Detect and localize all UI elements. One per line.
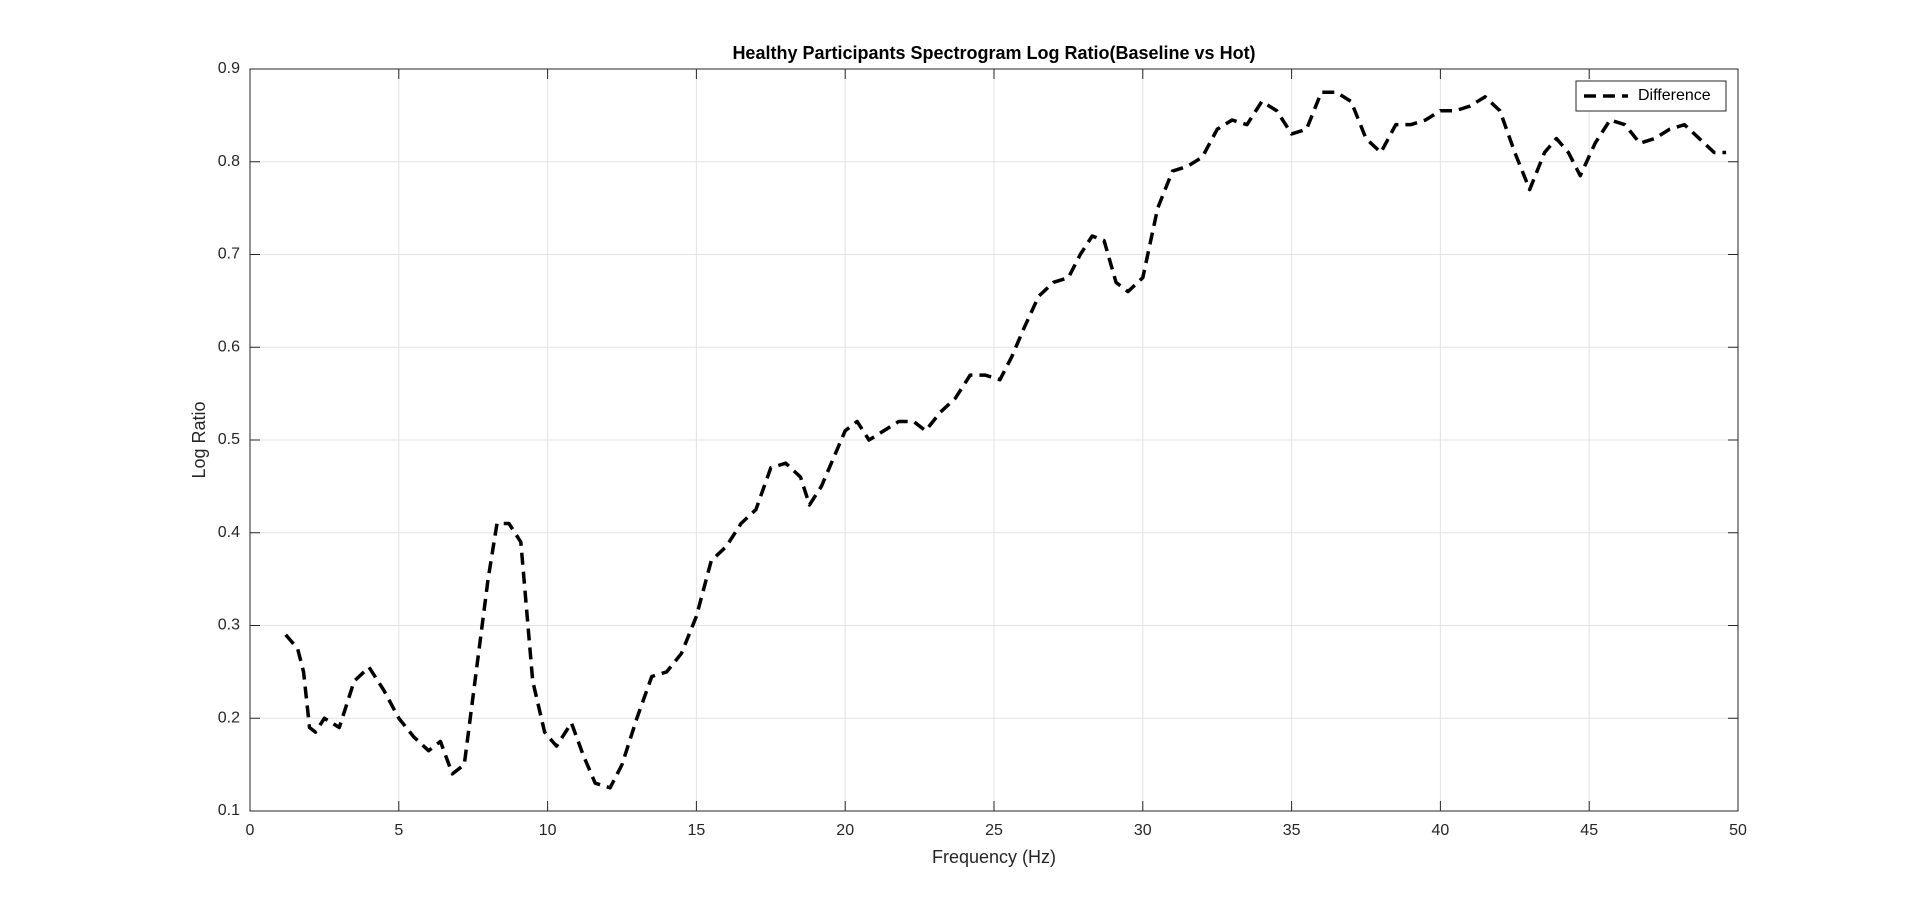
x-tick-label: 50 bbox=[1729, 822, 1747, 839]
y-tick-label: 0.7 bbox=[218, 246, 240, 263]
x-tick-label: 25 bbox=[985, 822, 1003, 839]
y-tick-label: 0.9 bbox=[218, 60, 240, 77]
x-tick-label: 20 bbox=[836, 822, 854, 839]
y-tick-label: 0.5 bbox=[218, 431, 240, 448]
x-tick-label: 10 bbox=[539, 822, 557, 839]
chart-title: Healthy Participants Spectrogram Log Rat… bbox=[732, 43, 1255, 63]
x-tick-label: 45 bbox=[1580, 822, 1598, 839]
x-tick-label: 35 bbox=[1283, 822, 1301, 839]
y-tick-label: 0.3 bbox=[218, 617, 240, 634]
x-axis-label: Frequency (Hz) bbox=[932, 847, 1056, 867]
x-tick-label: 0 bbox=[246, 822, 255, 839]
y-tick-label: 0.2 bbox=[218, 709, 240, 726]
x-tick-label: 5 bbox=[394, 822, 403, 839]
x-tick-label: 15 bbox=[688, 822, 706, 839]
x-tick-label: 30 bbox=[1134, 822, 1152, 839]
x-tick-label: 40 bbox=[1432, 822, 1450, 839]
y-tick-label: 0.1 bbox=[218, 802, 240, 819]
y-axis-label: Log Ratio bbox=[189, 401, 209, 478]
y-tick-label: 0.8 bbox=[218, 153, 240, 170]
y-tick-label: 0.6 bbox=[218, 338, 240, 355]
legend-box bbox=[1575, 80, 1727, 112]
plot-frame bbox=[249, 68, 1739, 812]
y-tick-label: 0.4 bbox=[218, 524, 240, 541]
legend-label: Difference bbox=[1638, 87, 1711, 104]
data-line bbox=[284, 90, 1727, 790]
